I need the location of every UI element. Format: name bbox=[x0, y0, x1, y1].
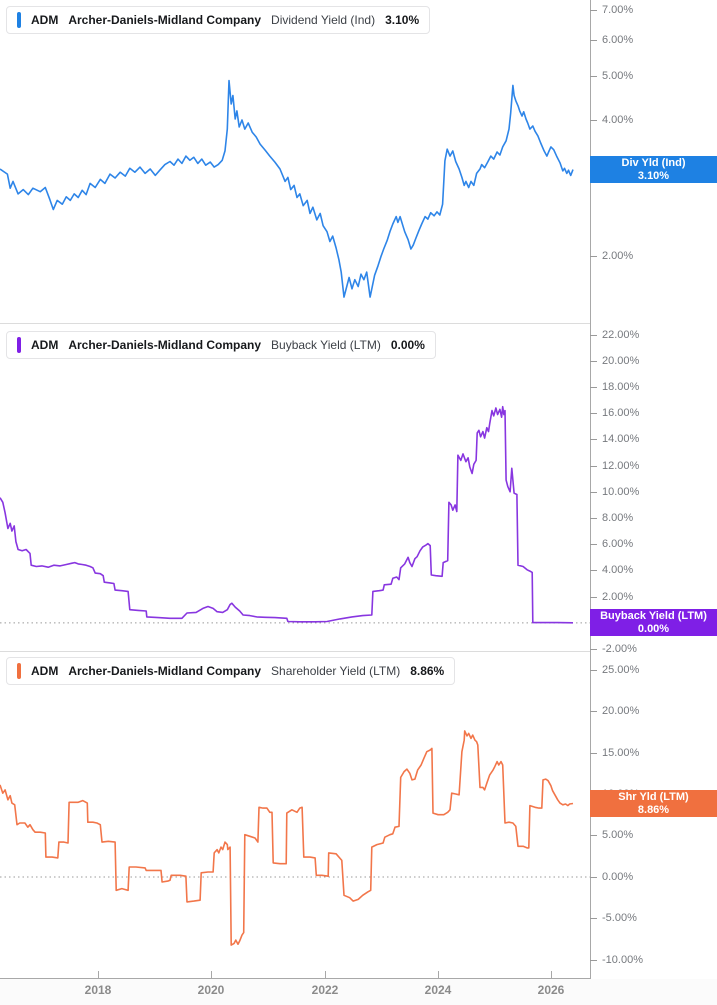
x-tick-label: 2026 bbox=[537, 983, 565, 997]
y-tick-mark bbox=[590, 76, 597, 77]
div-yld-value-flag[interactable]: Div Yld (Ind) 3.10% bbox=[590, 156, 717, 183]
y-tick-label: 14.00% bbox=[602, 433, 640, 445]
x-tick-mark bbox=[98, 971, 99, 979]
ticker-label: ADM bbox=[31, 664, 59, 678]
y-tick-mark bbox=[590, 466, 597, 467]
company-name: Archer-Daniels-Midland Company bbox=[68, 13, 262, 27]
dividend-yield-header[interactable]: ADM Archer-Daniels-Midland Company Divid… bbox=[6, 6, 431, 34]
y-tick-mark bbox=[590, 256, 597, 257]
shareholder-yield-chart[interactable] bbox=[0, 651, 590, 978]
flag-value: 8.86% bbox=[637, 803, 670, 816]
y-tick-mark bbox=[590, 570, 597, 571]
metric-name: Buyback Yield (LTM) bbox=[271, 338, 381, 352]
flag-metric: Shr Yld (LTM) bbox=[618, 790, 689, 803]
y-tick-label: 4.00% bbox=[602, 564, 634, 576]
metric-value: 3.10% bbox=[385, 13, 420, 27]
x-tick-mark bbox=[325, 971, 326, 979]
y-tick-mark bbox=[590, 711, 597, 712]
y-tick-mark bbox=[590, 335, 597, 336]
x-axis-line bbox=[0, 978, 591, 979]
y-tick-label: 4.00% bbox=[602, 114, 634, 126]
flag-value: 0.00% bbox=[637, 622, 670, 635]
y-tick-label: 22.00% bbox=[602, 329, 640, 341]
flag-metric: Div Yld (Ind) bbox=[621, 156, 686, 169]
y-tick-label: 16.00% bbox=[602, 407, 640, 419]
y-tick-mark bbox=[590, 40, 597, 41]
y-tick-label: 0.00% bbox=[602, 871, 634, 883]
y-tick-label: -5.00% bbox=[602, 912, 637, 924]
y-tick-label: 12.00% bbox=[602, 460, 640, 472]
metric-value: 0.00% bbox=[390, 338, 425, 352]
metric-name: Dividend Yield (Ind) bbox=[271, 13, 376, 27]
y-tick-label: 15.00% bbox=[602, 747, 640, 759]
y-tick-mark bbox=[590, 361, 597, 362]
y-tick-label: 7.00% bbox=[602, 4, 634, 16]
y-tick-label: 5.00% bbox=[602, 829, 634, 841]
x-tick-mark bbox=[211, 971, 212, 979]
y-tick-mark bbox=[590, 413, 597, 414]
y-tick-mark bbox=[590, 918, 597, 919]
metric-name: Shareholder Yield (LTM) bbox=[271, 664, 401, 678]
y-tick-mark bbox=[590, 649, 597, 650]
y-tick-mark bbox=[590, 835, 597, 836]
buyback-yield-accent-bar bbox=[17, 337, 21, 353]
y-tick-label: 6.00% bbox=[602, 538, 634, 550]
y-tick-label: 2.00% bbox=[602, 591, 634, 603]
ticker-label: ADM bbox=[31, 338, 59, 352]
x-tick-mark bbox=[551, 971, 552, 979]
company-name: Archer-Daniels-Midland Company bbox=[68, 664, 262, 678]
dividend-yield-chart[interactable] bbox=[0, 0, 590, 323]
y-tick-mark bbox=[590, 877, 597, 878]
y-tick-label: 20.00% bbox=[602, 705, 640, 717]
y-tick-mark bbox=[590, 120, 597, 121]
shareholder-yield-header[interactable]: ADM Archer-Daniels-Midland Company Share… bbox=[6, 657, 456, 685]
y-tick-mark bbox=[590, 670, 597, 671]
metric-value: 8.86% bbox=[410, 664, 445, 678]
y-tick-mark bbox=[590, 387, 597, 388]
dividend-yield-accent-bar bbox=[17, 12, 21, 28]
y-tick-label: 20.00% bbox=[602, 355, 640, 367]
buyback-yield-value-flag[interactable]: Buyback Yield (LTM) 0.00% bbox=[590, 609, 717, 636]
panel-separator-1 bbox=[0, 323, 590, 324]
series-line bbox=[0, 730, 574, 946]
series-line bbox=[0, 405, 574, 624]
x-tick-label: 2022 bbox=[311, 983, 339, 997]
series-line bbox=[0, 79, 574, 298]
y-axis-line bbox=[590, 0, 591, 979]
y-tick-label: 25.00% bbox=[602, 664, 640, 676]
buyback-yield-header[interactable]: ADM Archer-Daniels-Midland Company Buyba… bbox=[6, 331, 436, 359]
y-tick-mark bbox=[590, 10, 597, 11]
x-tick-mark bbox=[438, 971, 439, 979]
x-axis-strip bbox=[0, 979, 717, 1005]
y-tick-mark bbox=[590, 518, 597, 519]
y-tick-label: -2.00% bbox=[602, 643, 637, 655]
y-tick-mark bbox=[590, 492, 597, 493]
y-tick-label: 5.00% bbox=[602, 70, 634, 82]
y-tick-label: 8.00% bbox=[602, 512, 634, 524]
company-name: Archer-Daniels-Midland Company bbox=[68, 338, 262, 352]
buyback-yield-chart[interactable] bbox=[0, 323, 590, 651]
shareholder-yield-accent-bar bbox=[17, 663, 21, 679]
shr-yld-value-flag[interactable]: Shr Yld (LTM) 8.86% bbox=[590, 790, 717, 817]
x-tick-label: 2020 bbox=[197, 983, 225, 997]
flag-metric: Buyback Yield (LTM) bbox=[600, 609, 707, 622]
panel-separator-2 bbox=[0, 651, 590, 652]
y-tick-label: -10.00% bbox=[602, 954, 643, 966]
y-tick-label: 10.00% bbox=[602, 486, 640, 498]
x-tick-label: 2024 bbox=[424, 983, 452, 997]
x-tick-label: 2018 bbox=[84, 983, 112, 997]
y-tick-mark bbox=[590, 439, 597, 440]
y-tick-mark bbox=[590, 960, 597, 961]
ticker-label: ADM bbox=[31, 13, 59, 27]
y-tick-label: 2.00% bbox=[602, 250, 634, 262]
y-tick-label: 6.00% bbox=[602, 34, 634, 46]
y-tick-mark bbox=[590, 597, 597, 598]
y-tick-mark bbox=[590, 544, 597, 545]
y-tick-mark bbox=[590, 753, 597, 754]
y-tick-label: 18.00% bbox=[602, 381, 640, 393]
flag-value: 3.10% bbox=[637, 169, 670, 182]
